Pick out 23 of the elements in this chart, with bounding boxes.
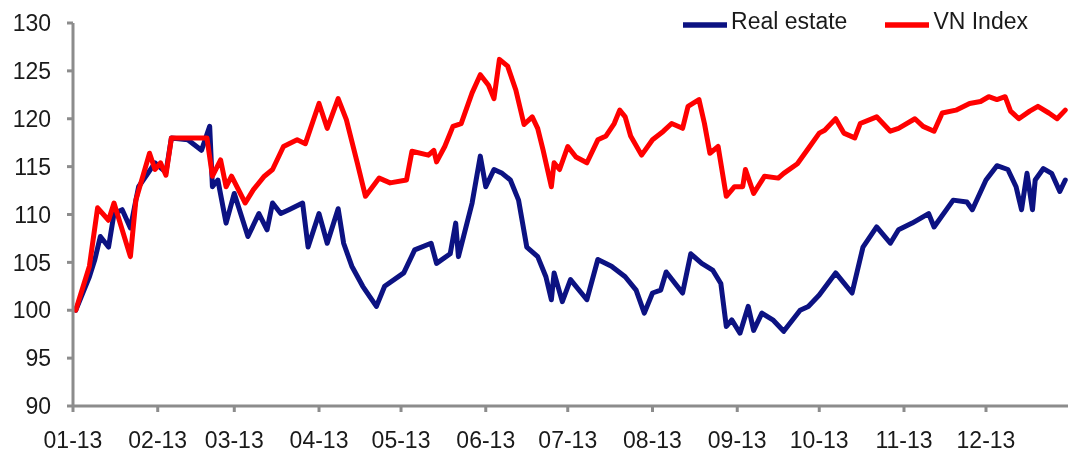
x-tick-label: 06-13 xyxy=(456,427,516,453)
x-tick-label: 03-13 xyxy=(204,427,264,453)
legend-label: VN Index xyxy=(933,8,1028,35)
x-tick-label: 10-13 xyxy=(789,427,849,453)
x-tick-label: 01-13 xyxy=(43,427,103,453)
x-tick-label: 09-13 xyxy=(707,427,767,453)
x-tick-label: 02-13 xyxy=(128,427,188,453)
x-tick-label: 08-13 xyxy=(623,427,682,453)
x-tick-label: 11-13 xyxy=(875,427,933,453)
y-tick-label: 130 xyxy=(12,10,51,37)
y-tick-label: 90 xyxy=(25,393,51,420)
x-tick-label: 04-13 xyxy=(289,427,349,453)
y-tick-label: 95 xyxy=(25,345,51,372)
y-tick-label: 110 xyxy=(14,201,51,228)
y-tick-label: 125 xyxy=(12,58,51,85)
y-tick-label: 115 xyxy=(14,153,51,180)
x-tick-label: 07-13 xyxy=(538,427,598,453)
x-tick-label: 12-13 xyxy=(956,427,1016,453)
y-tick-label: 120 xyxy=(12,105,51,132)
y-tick-label: 100 xyxy=(12,297,51,324)
legend-label: Real estate xyxy=(731,8,848,35)
y-tick-label: 105 xyxy=(12,249,51,276)
x-tick-label: 05-13 xyxy=(371,427,431,453)
